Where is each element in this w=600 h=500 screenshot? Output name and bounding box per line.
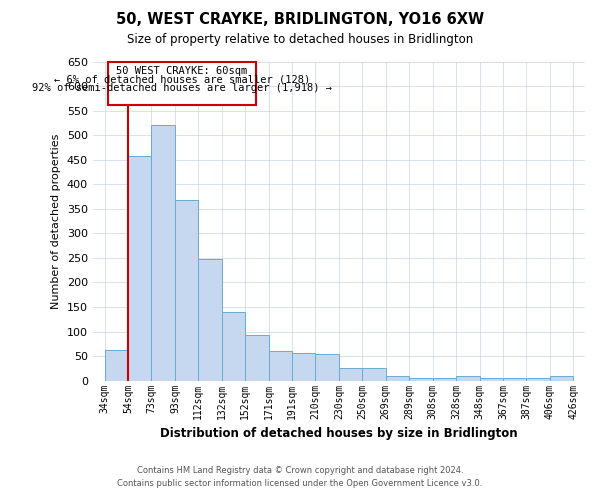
Bar: [503, 378, 526, 380]
Bar: [222, 312, 245, 380]
Text: 50 WEST CRAYKE: 60sqm: 50 WEST CRAYKE: 60sqm: [116, 66, 248, 76]
Text: ← 6% of detached houses are smaller (128): ← 6% of detached houses are smaller (128…: [54, 74, 310, 85]
Bar: [409, 378, 433, 380]
X-axis label: Distribution of detached houses by size in Bridlington: Distribution of detached houses by size …: [160, 427, 518, 440]
Text: 50, WEST CRAYKE, BRIDLINGTON, YO16 6XW: 50, WEST CRAYKE, BRIDLINGTON, YO16 6XW: [116, 12, 484, 28]
Text: 92% of semi-detached houses are larger (1,918) →: 92% of semi-detached houses are larger (…: [32, 82, 332, 92]
Bar: [479, 378, 503, 380]
Bar: [151, 125, 175, 380]
Bar: [526, 378, 550, 380]
Text: Contains HM Land Registry data © Crown copyright and database right 2024.
Contai: Contains HM Land Registry data © Crown c…: [118, 466, 482, 487]
Bar: [269, 351, 292, 380]
Bar: [339, 368, 362, 380]
Bar: [292, 352, 316, 380]
FancyBboxPatch shape: [108, 62, 256, 104]
Bar: [456, 376, 479, 380]
Bar: [245, 336, 269, 380]
Bar: [175, 200, 199, 380]
Bar: [316, 354, 339, 380]
Bar: [550, 376, 573, 380]
Bar: [104, 350, 128, 380]
Bar: [199, 259, 222, 380]
Text: Size of property relative to detached houses in Bridlington: Size of property relative to detached ho…: [127, 32, 473, 46]
Bar: [128, 156, 151, 380]
Bar: [433, 378, 456, 380]
Bar: [386, 376, 409, 380]
Bar: [362, 368, 386, 380]
Y-axis label: Number of detached properties: Number of detached properties: [52, 134, 61, 309]
